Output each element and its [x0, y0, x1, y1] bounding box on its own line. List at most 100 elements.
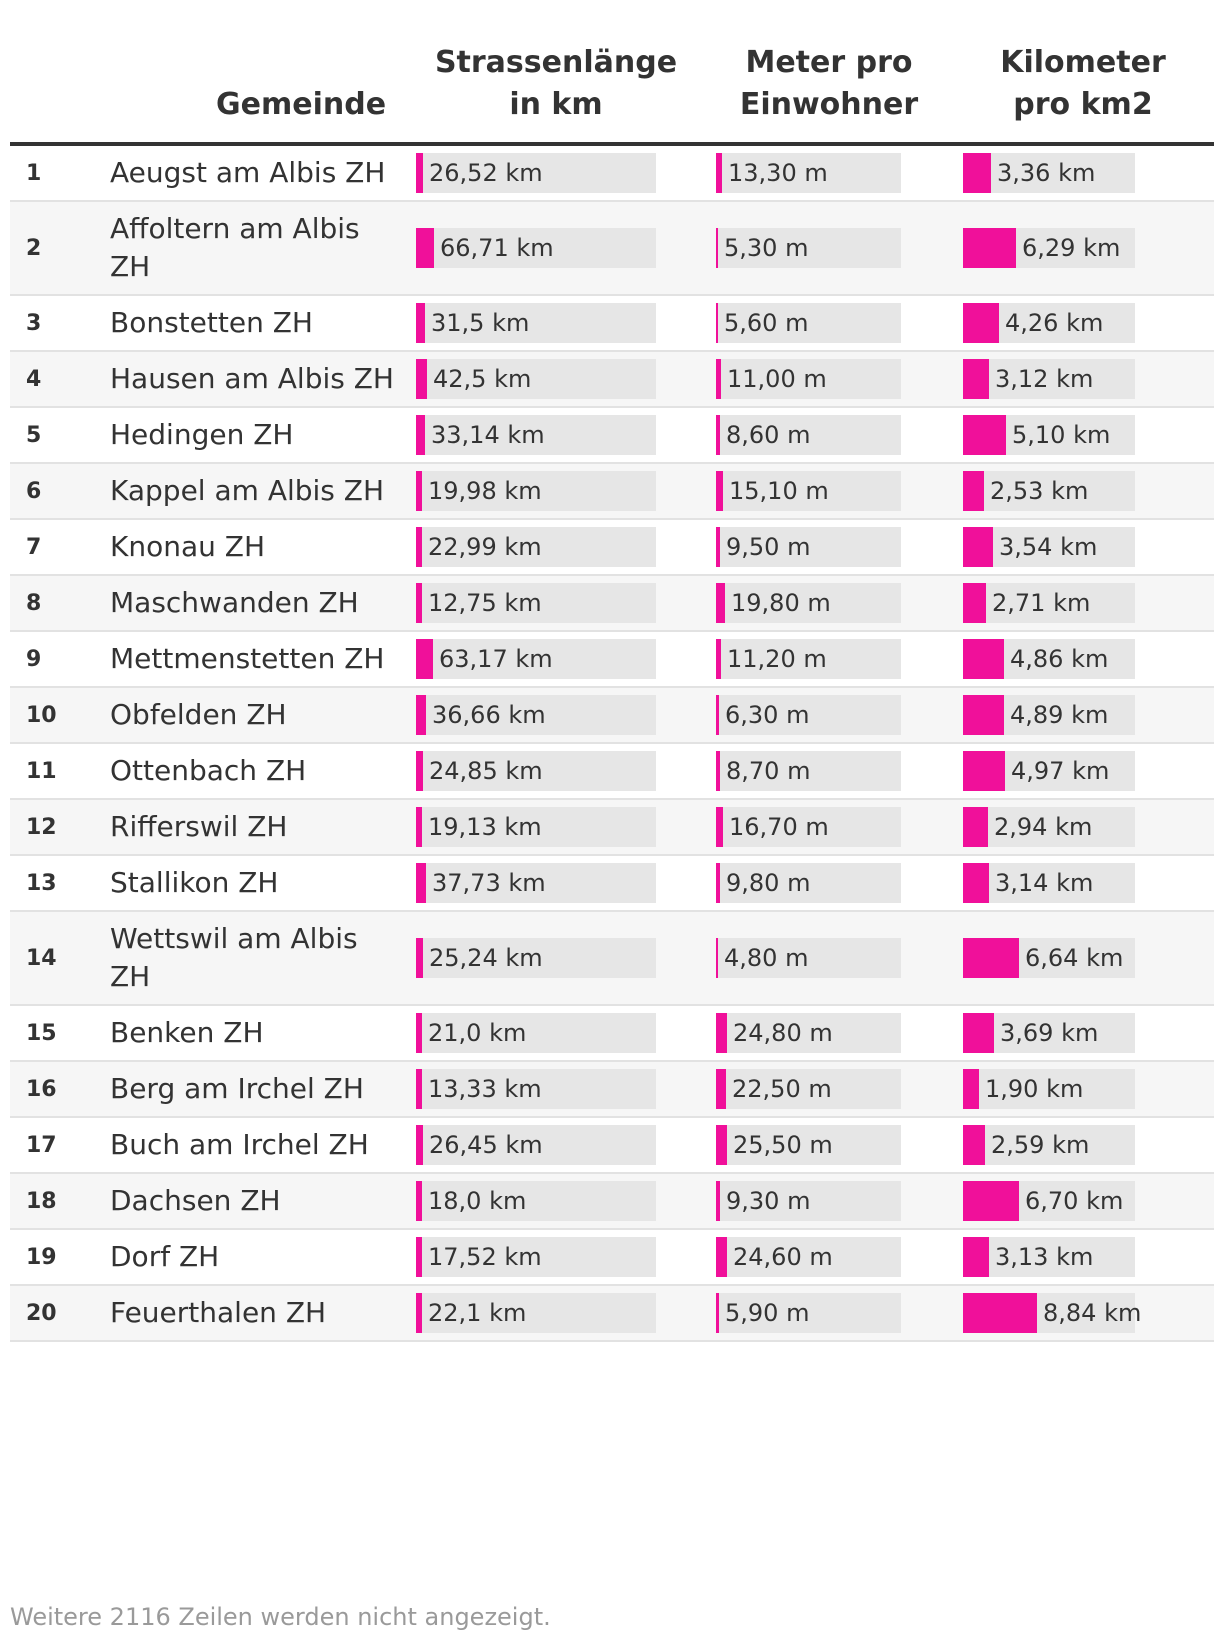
table-row[interactable]: 18 Dachsen ZH 18,0 km 9,30 m 6,70 km: [10, 1173, 1214, 1230]
bar-fill-strassenlaenge: [416, 863, 426, 903]
cell-kilometer-pro-km2: 6,64 km: [952, 911, 1214, 1006]
table-row[interactable]: 14 Wettswil am Albis ZH 25,24 km 4,80 m 6,64…: [10, 911, 1214, 1006]
bar-fill-meter-pro-einwohner: [716, 1013, 727, 1053]
cell-strassenlaenge: 33,14 km: [406, 407, 706, 464]
cell-strassenlaenge: 22,1 km: [406, 1285, 706, 1342]
row-gemeinde: Ottenbach ZH: [110, 743, 406, 800]
value-label-meter-pro-einwohner: 22,50 m: [732, 1075, 832, 1103]
bar-fill-meter-pro-einwohner: [716, 938, 718, 978]
bar-fill-strassenlaenge: [416, 471, 422, 511]
bar-fill-strassenlaenge: [416, 639, 433, 679]
header-meter-pro-einwohner[interactable]: Meter pro Einwohner: [706, 30, 952, 146]
bar-track-strassenlaenge: 37,73 km: [416, 863, 656, 903]
cell-strassenlaenge: 42,5 km: [406, 351, 706, 408]
table-row[interactable]: 19 Dorf ZH 17,52 km 24,60 m 3,13 km: [10, 1229, 1214, 1286]
cell-strassenlaenge: 17,52 km: [406, 1229, 706, 1286]
table-row[interactable]: 8 Maschwanden ZH 12,75 km 19,80 m 2,71 km: [10, 575, 1214, 632]
bar-track-strassenlaenge: 25,24 km: [416, 938, 656, 978]
value-label-meter-pro-einwohner: 24,80 m: [733, 1019, 833, 1047]
cell-kilometer-pro-km2: 4,26 km: [952, 295, 1214, 352]
row-rank: 14: [10, 911, 110, 1006]
bar-fill-strassenlaenge: [416, 527, 422, 567]
value-label-meter-pro-einwohner: 11,20 m: [727, 645, 827, 673]
value-label-meter-pro-einwohner: 25,50 m: [733, 1131, 833, 1159]
bar-track-kilometer-pro-km2: 4,26 km: [963, 303, 1135, 343]
value-label-kilometer-pro-km2: 6,29 km: [1022, 234, 1121, 262]
bar-fill-meter-pro-einwohner: [716, 471, 723, 511]
value-label-meter-pro-einwohner: 19,80 m: [731, 589, 831, 617]
value-label-kilometer-pro-km2: 6,64 km: [1025, 944, 1124, 972]
bar-track-kilometer-pro-km2: 3,69 km: [963, 1013, 1135, 1053]
table-row[interactable]: 11 Ottenbach ZH 24,85 km 8,70 m 4,97 km: [10, 743, 1214, 800]
bar-fill-kilometer-pro-km2: [963, 228, 1016, 268]
bar-track-kilometer-pro-km2: 6,70 km: [963, 1181, 1135, 1221]
value-label-kilometer-pro-km2: 3,36 km: [997, 159, 1096, 187]
cell-kilometer-pro-km2: 2,59 km: [952, 1117, 1214, 1174]
bar-fill-meter-pro-einwohner: [716, 415, 720, 455]
table-row[interactable]: 20 Feuerthalen ZH 22,1 km 5,90 m 8,84 km: [10, 1285, 1214, 1342]
table-row[interactable]: 2 Affoltern am Albis ZH 66,71 km 5,30 m 6,29…: [10, 201, 1214, 296]
cell-strassenlaenge: 26,52 km: [406, 144, 706, 202]
value-label-strassenlaenge: 42,5 km: [433, 365, 532, 393]
value-label-meter-pro-einwohner: 8,60 m: [726, 421, 811, 449]
bar-track-kilometer-pro-km2: 2,53 km: [963, 471, 1135, 511]
bar-fill-strassenlaenge: [416, 583, 422, 623]
bar-fill-meter-pro-einwohner: [716, 639, 721, 679]
cell-meter-pro-einwohner: 5,60 m: [706, 295, 952, 352]
row-rank: 18: [10, 1173, 110, 1230]
value-label-kilometer-pro-km2: 6,70 km: [1025, 1187, 1124, 1215]
bar-track-kilometer-pro-km2: 1,90 km: [963, 1069, 1135, 1109]
cell-meter-pro-einwohner: 8,60 m: [706, 407, 952, 464]
table-row[interactable]: 12 Rifferswil ZH 19,13 km 16,70 m 2,94 km: [10, 799, 1214, 856]
value-label-strassenlaenge: 24,85 km: [429, 757, 543, 785]
bar-track-kilometer-pro-km2: 2,94 km: [963, 807, 1135, 847]
bar-track-meter-pro-einwohner: 5,90 m: [716, 1293, 901, 1333]
row-gemeinde: Mettmenstetten ZH: [110, 631, 406, 688]
table-row[interactable]: 9 Mettmenstetten ZH 63,17 km 11,20 m 4,86 km: [10, 631, 1214, 688]
bar-track-strassenlaenge: 22,99 km: [416, 527, 656, 567]
table-row[interactable]: 5 Hedingen ZH 33,14 km 8,60 m 5,10 km: [10, 407, 1214, 464]
cell-meter-pro-einwohner: 15,10 m: [706, 463, 952, 520]
table-row[interactable]: 3 Bonstetten ZH 31,5 km 5,60 m 4,26 km: [10, 295, 1214, 352]
bar-track-kilometer-pro-km2: 8,84 km: [963, 1293, 1141, 1333]
bar-fill-meter-pro-einwohner: [716, 695, 719, 735]
bar-track-meter-pro-einwohner: 11,00 m: [716, 359, 901, 399]
table-row[interactable]: 13 Stallikon ZH 37,73 km 9,80 m 3,14 km: [10, 855, 1214, 912]
value-label-kilometer-pro-km2: 2,59 km: [991, 1131, 1090, 1159]
table-row[interactable]: 10 Obfelden ZH 36,66 km 6,30 m 4,89 km: [10, 687, 1214, 744]
cell-kilometer-pro-km2: 2,71 km: [952, 575, 1214, 632]
value-label-strassenlaenge: 19,13 km: [428, 813, 542, 841]
table-row[interactable]: 17 Buch am Irchel ZH 26,45 km 25,50 m 2,59 k…: [10, 1117, 1214, 1174]
value-label-kilometer-pro-km2: 1,90 km: [985, 1075, 1084, 1103]
row-rank: 7: [10, 519, 110, 576]
value-label-strassenlaenge: 13,33 km: [428, 1075, 542, 1103]
bar-track-strassenlaenge: 42,5 km: [416, 359, 656, 399]
value-label-kilometer-pro-km2: 3,12 km: [995, 365, 1094, 393]
bar-fill-meter-pro-einwohner: [716, 751, 720, 791]
bar-track-meter-pro-einwohner: 16,70 m: [716, 807, 901, 847]
table-row[interactable]: 6 Kappel am Albis ZH 19,98 km 15,10 m 2,53 k…: [10, 463, 1214, 520]
row-gemeinde: Hausen am Albis ZH: [110, 351, 406, 408]
bar-track-strassenlaenge: 26,52 km: [416, 153, 656, 193]
row-gemeinde: Dorf ZH: [110, 1229, 406, 1286]
header-gemeinde[interactable]: Gemeinde: [110, 30, 406, 146]
cell-kilometer-pro-km2: 4,89 km: [952, 687, 1214, 744]
header-strassenlaenge[interactable]: Strassenlänge in km: [406, 30, 706, 146]
row-rank: 5: [10, 407, 110, 464]
row-gemeinde: Aeugst am Albis ZH: [110, 144, 406, 202]
header-meter-line-1: Meter pro: [745, 45, 913, 80]
table-row[interactable]: 1 Aeugst am Albis ZH 26,52 km 13,30 m 3,36 k…: [10, 144, 1214, 202]
bar-fill-kilometer-pro-km2: [963, 359, 989, 399]
table-row[interactable]: 4 Hausen am Albis ZH 42,5 km 11,00 m 3,12 km: [10, 351, 1214, 408]
value-label-meter-pro-einwohner: 24,60 m: [733, 1243, 833, 1271]
bar-track-kilometer-pro-km2: 6,64 km: [963, 938, 1135, 978]
table-row[interactable]: 7 Knonau ZH 22,99 km 9,50 m 3,54 km: [10, 519, 1214, 576]
table-row[interactable]: 15 Benken ZH 21,0 km 24,80 m 3,69 km: [10, 1005, 1214, 1062]
bar-track-kilometer-pro-km2: 5,10 km: [963, 415, 1135, 455]
cell-kilometer-pro-km2: 3,12 km: [952, 351, 1214, 408]
header-kilometer-pro-km2[interactable]: Kilometer pro km2: [952, 30, 1214, 146]
header-kilometer-line-1: Kilometer: [1000, 45, 1166, 80]
table-row[interactable]: 16 Berg am Irchel ZH 13,33 km 22,50 m 1,90 k…: [10, 1061, 1214, 1118]
bar-fill-kilometer-pro-km2: [963, 807, 988, 847]
value-label-kilometer-pro-km2: 4,97 km: [1011, 757, 1110, 785]
